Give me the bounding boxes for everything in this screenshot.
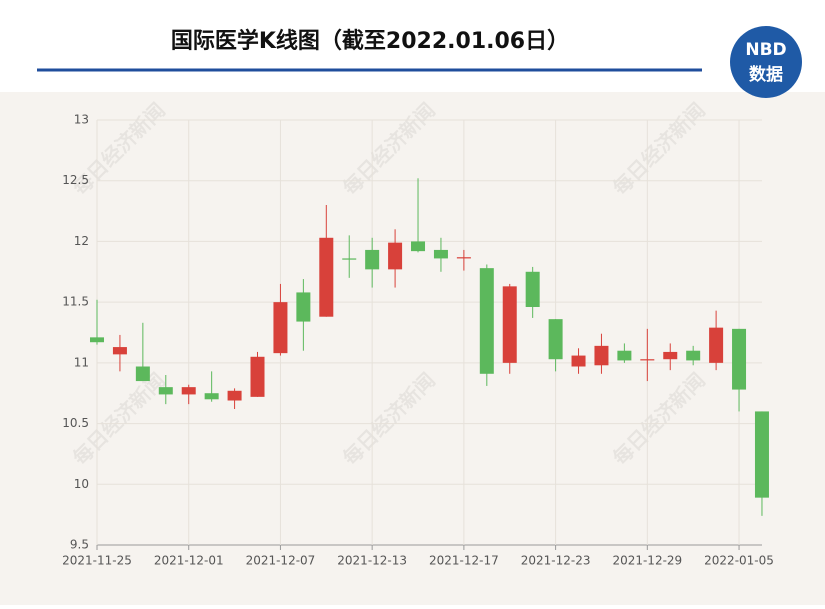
candle-body [617, 350, 632, 361]
x-tick-label: 2021-12-17 [429, 554, 499, 568]
y-tick-label: 10.5 [62, 416, 89, 430]
candle-body [135, 366, 150, 382]
candle-body [479, 268, 494, 374]
candle-body [388, 242, 403, 270]
logo-text: 数据 [749, 64, 783, 85]
y-tick-label: 11 [74, 355, 89, 369]
candle-body [548, 319, 563, 360]
candle-body [158, 387, 173, 395]
candle-body [709, 327, 724, 363]
x-tick-label: 2021-12-29 [612, 554, 682, 568]
candle-body [732, 328, 747, 390]
chart-title: 国际医学K线图（截至2022.01.06日） [171, 28, 569, 54]
candle-body [112, 347, 127, 355]
plot-background [0, 92, 825, 605]
candle-body [90, 337, 104, 343]
candle-body [411, 241, 426, 252]
x-tick-label: 2021-12-23 [521, 554, 591, 568]
x-tick-label: 2021-12-01 [154, 554, 224, 568]
x-tick-label: 2021-12-13 [337, 554, 407, 568]
candle-body [204, 393, 219, 400]
candle-body [754, 411, 769, 498]
candle-body [456, 257, 471, 259]
y-tick-label: 12 [74, 234, 89, 248]
y-tick-label: 13 [74, 113, 89, 127]
candle-body [319, 237, 334, 317]
x-tick-label: 2021-12-07 [246, 554, 316, 568]
x-tick-label: 2022-01-05 [704, 554, 774, 568]
candle-body [433, 249, 448, 259]
candle-body [250, 356, 265, 397]
candle-body [227, 390, 242, 401]
candle-body [296, 292, 311, 322]
candle-body [502, 286, 517, 363]
candle-body [571, 355, 586, 367]
candle-body [273, 302, 288, 354]
y-tick-label: 9.5 [70, 538, 89, 552]
y-tick-label: 12.5 [62, 173, 89, 187]
candle-body [525, 271, 540, 307]
y-tick-label: 11.5 [62, 295, 89, 309]
candle-body [663, 351, 678, 360]
candle-body [686, 350, 701, 361]
candle-body [640, 359, 655, 361]
x-tick-label: 2021-11-25 [62, 554, 132, 568]
logo-circle [730, 26, 802, 98]
y-tick-label: 10 [74, 477, 89, 491]
candle-body [181, 387, 196, 395]
candle-body [342, 258, 357, 260]
candle-body [594, 345, 609, 366]
candle-body [365, 249, 380, 270]
logo-text: NBD [745, 40, 786, 60]
